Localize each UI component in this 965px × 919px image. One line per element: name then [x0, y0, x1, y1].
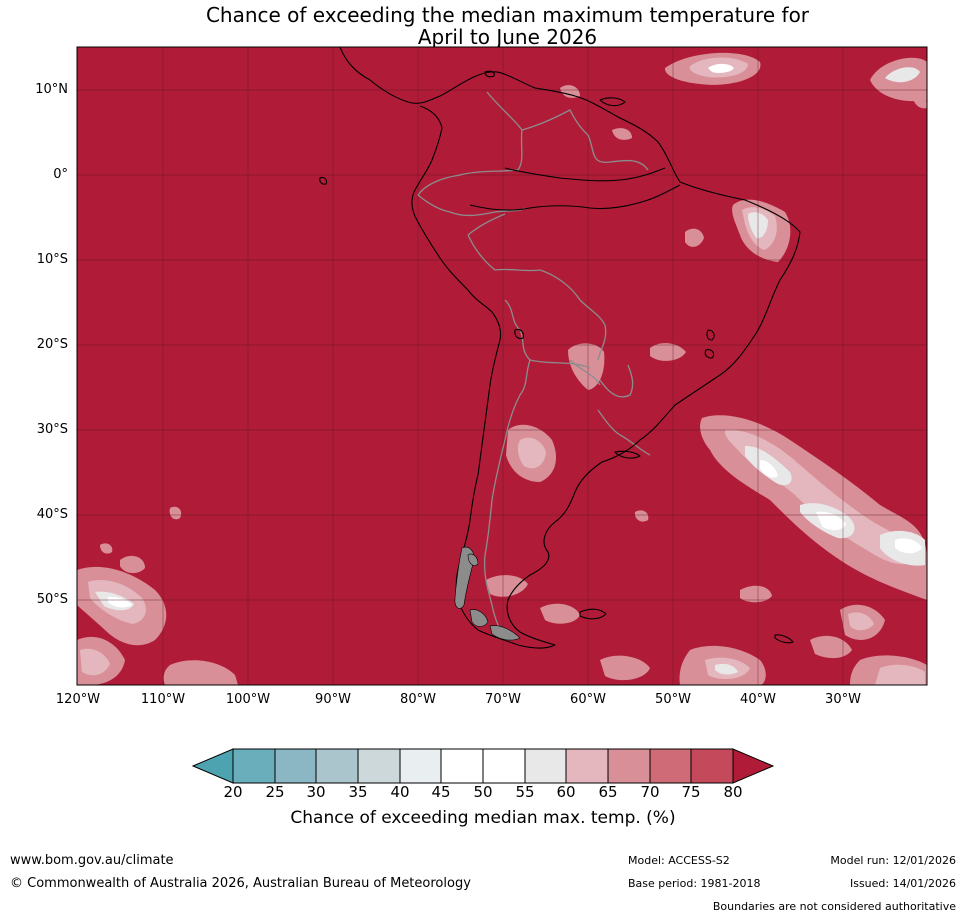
colorbar-arrow-high [732, 748, 775, 784]
lat-label-0: 0° [53, 167, 68, 182]
lat-label-40s: 40°S [36, 507, 68, 522]
colorbar-tick: 20 [223, 783, 243, 801]
colorbar-bin-55-60 [524, 748, 567, 784]
lon-label-90w: 90°W [315, 692, 351, 707]
colorbar-bin-30-35 [315, 748, 359, 784]
chile-fjords [454, 546, 521, 641]
footer-model-run: Model run: 12/01/2026 [830, 854, 956, 867]
colorbar-tick: 70 [640, 783, 660, 801]
colorbar-tick: 50 [473, 783, 493, 801]
footer-model: Model: ACCESS-S2 [628, 854, 730, 867]
colorbar-tick: 80 [723, 783, 743, 801]
colorbar-tick: 35 [348, 783, 368, 801]
colorbar-tick: 30 [306, 783, 326, 801]
colorbar-tick: 65 [598, 783, 618, 801]
lon-label-60w: 60°W [570, 692, 606, 707]
footer-disclaimer: Boundaries are not considered authoritat… [712, 900, 956, 913]
title-line-2: April to June 2026 [417, 25, 598, 49]
colorbar-bin-50-55 [482, 748, 526, 784]
lon-label-30w: 30°W [825, 692, 861, 707]
map-frame [76, 46, 928, 686]
lat-label-10s: 10°S [36, 252, 68, 267]
lon-label-80w: 80°W [400, 692, 436, 707]
south-georgia [774, 634, 794, 644]
coastline [319, 47, 801, 649]
lat-label-30s: 30°S [36, 422, 68, 437]
colorbar-tick: 55 [515, 783, 535, 801]
lat-label-50s: 50°S [36, 592, 68, 607]
colorbar-label: Chance of exceeding median max. temp. (%… [290, 808, 676, 828]
colorbar-tick: 75 [681, 783, 701, 801]
lake-titicaca [514, 328, 524, 340]
map-title: Chance of exceeding the median maximum t… [0, 4, 965, 48]
lon-label-120w: 120°W [55, 692, 101, 707]
colorbar [191, 748, 775, 784]
falklands [579, 608, 607, 620]
lat-label-20s: 20°S [36, 337, 68, 352]
amazon-river [469, 184, 681, 211]
footer-issued: Issued: 14/01/2026 [849, 877, 956, 890]
colorbar-arrow-low [191, 748, 234, 784]
footer-copyright: © Commonwealth of Australia 2026, Austra… [10, 876, 471, 891]
colorbar-bin-70-75 [649, 748, 692, 784]
lat-label-10n: 10°N [35, 82, 68, 97]
lon-label-70w: 70°W [485, 692, 521, 707]
colorbar-tick: 60 [556, 783, 576, 801]
lon-label-100w: 100°W [225, 692, 271, 707]
colorbar-tick: 40 [390, 783, 410, 801]
colorbar-bin-60-65 [565, 748, 609, 784]
south-america-outline [339, 47, 801, 649]
colorbar-bin-45-50 [440, 748, 484, 784]
country-borders [417, 91, 651, 641]
colorbar-bin-65-70 [607, 748, 651, 784]
colorbar-tick: 45 [431, 783, 451, 801]
colorbar-tick: 25 [265, 783, 285, 801]
footer-base-period: Base period: 1981-2018 [628, 877, 761, 890]
colorbar-bin-40-45 [399, 748, 442, 784]
colorbar-bin-25-30 [274, 748, 317, 784]
colorbar-bin-20-25 [232, 748, 276, 784]
lon-label-50w: 50°W [655, 692, 691, 707]
colorbar-bin-75-80 [690, 748, 734, 784]
graticule [77, 47, 927, 685]
lon-label-40w: 40°W [740, 692, 776, 707]
lon-label-110w: 110°W [140, 692, 186, 707]
footer-url[interactable]: www.bom.gov.au/climate [10, 853, 174, 868]
colorbar-bin-35-40 [357, 748, 401, 784]
title-line-1: Chance of exceeding the median maximum t… [205, 3, 810, 27]
